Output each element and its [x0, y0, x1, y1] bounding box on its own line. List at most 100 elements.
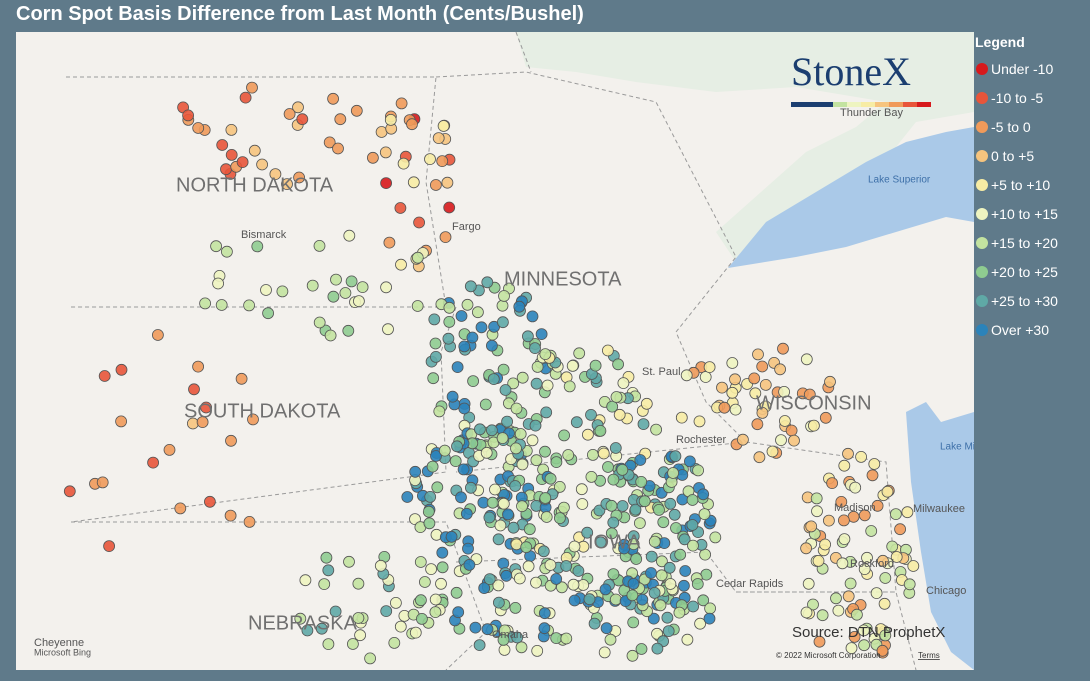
station-dot [96, 476, 109, 489]
legend-label: +10 to +15 [991, 205, 1058, 222]
legend-item: 0 to +5 [975, 141, 1058, 170]
logo-bar-segment [791, 102, 805, 107]
station-dot [200, 401, 213, 414]
station-dot [436, 546, 449, 559]
station-dot [260, 284, 272, 296]
station-dot [729, 403, 742, 416]
station-dot [479, 398, 492, 411]
logo-bar-segment [819, 102, 833, 107]
station-dot [890, 508, 902, 521]
station-dot [602, 461, 614, 473]
station-dot [617, 377, 630, 390]
station-dot [330, 273, 342, 286]
station-dot [216, 139, 229, 151]
station-dot [553, 480, 566, 493]
station-dot [704, 602, 716, 615]
station-dot [409, 626, 422, 639]
station-dot [871, 499, 884, 512]
station-dot [890, 551, 903, 563]
terms-link[interactable]: Terms [918, 651, 940, 660]
station-dot [879, 629, 892, 642]
station-dot [845, 642, 858, 654]
station-dot [691, 578, 704, 590]
station-dot [589, 359, 602, 372]
station-dot [627, 577, 640, 590]
station-dot [423, 517, 436, 530]
station-dot [429, 337, 442, 350]
station-dot [429, 606, 442, 618]
station-dot [544, 472, 557, 485]
station-dot [380, 281, 393, 294]
station-dot [299, 574, 312, 587]
station-dot [785, 424, 798, 437]
station-dot [726, 357, 739, 369]
place-label: Lake Michigan [940, 442, 974, 453]
station-dot [395, 258, 407, 271]
station-dot [607, 568, 620, 580]
station-dot [293, 171, 306, 184]
legend-label: Over +30 [991, 321, 1049, 338]
station-dot [466, 331, 479, 344]
station-dot [283, 108, 296, 120]
station-dot [699, 371, 712, 383]
station-dot [766, 445, 779, 458]
station-dot [753, 451, 766, 464]
station-dot [520, 541, 533, 554]
station-dot [807, 598, 819, 611]
station-dot [779, 415, 791, 427]
station-dot [225, 149, 238, 161]
station-dot [103, 540, 115, 552]
place-label: Chicago [926, 585, 966, 597]
station-dot [901, 506, 914, 519]
station-dot [587, 448, 599, 461]
station-dot [239, 91, 252, 104]
station-dot [686, 494, 699, 506]
station-dot [497, 557, 510, 570]
station-dot [429, 179, 442, 191]
legend-item: +15 to +20 [975, 228, 1058, 257]
station-dot [838, 533, 851, 546]
station-dot [802, 577, 815, 590]
station-dot [729, 373, 741, 386]
station-dot [662, 625, 675, 637]
station-dot [406, 118, 418, 131]
map: NORTH DAKOTA MINNESOTA SOUTH DAKOTA WISCONS… [16, 32, 974, 670]
station-dot [540, 511, 553, 523]
station-dot [858, 509, 871, 522]
station-dot [492, 533, 505, 546]
station-dot [483, 511, 496, 524]
station-dot [540, 406, 553, 419]
station-dot [866, 469, 879, 482]
station-dot [500, 569, 513, 582]
station-dot [836, 557, 849, 570]
station-dot [656, 555, 668, 568]
station-dot [389, 597, 402, 609]
station-dot [510, 538, 523, 551]
station-dot [661, 611, 674, 624]
station-dot [451, 440, 463, 453]
station-dot [824, 375, 836, 388]
station-dot [343, 555, 355, 568]
station-dot [418, 576, 431, 588]
station-dot [530, 454, 543, 467]
station-dot [618, 542, 630, 555]
station-dot [313, 239, 326, 252]
station-dot [429, 593, 442, 606]
station-dot [431, 481, 444, 494]
logo-bar-segment [875, 102, 889, 107]
station-dot [315, 622, 328, 635]
station-dot [560, 560, 573, 572]
station-dot [432, 132, 445, 144]
station-dot [539, 348, 552, 361]
station-dot [151, 329, 164, 341]
legend-item: Over +30 [975, 315, 1058, 344]
station-dot [516, 371, 529, 384]
state-label: NEBRASKA [248, 612, 358, 634]
station-dot [585, 408, 597, 421]
station-dot [588, 617, 601, 630]
station-dot [664, 497, 677, 510]
station-dot [627, 616, 640, 629]
station-dot [306, 279, 319, 292]
station-dot [800, 353, 813, 366]
station-dot [485, 424, 498, 437]
